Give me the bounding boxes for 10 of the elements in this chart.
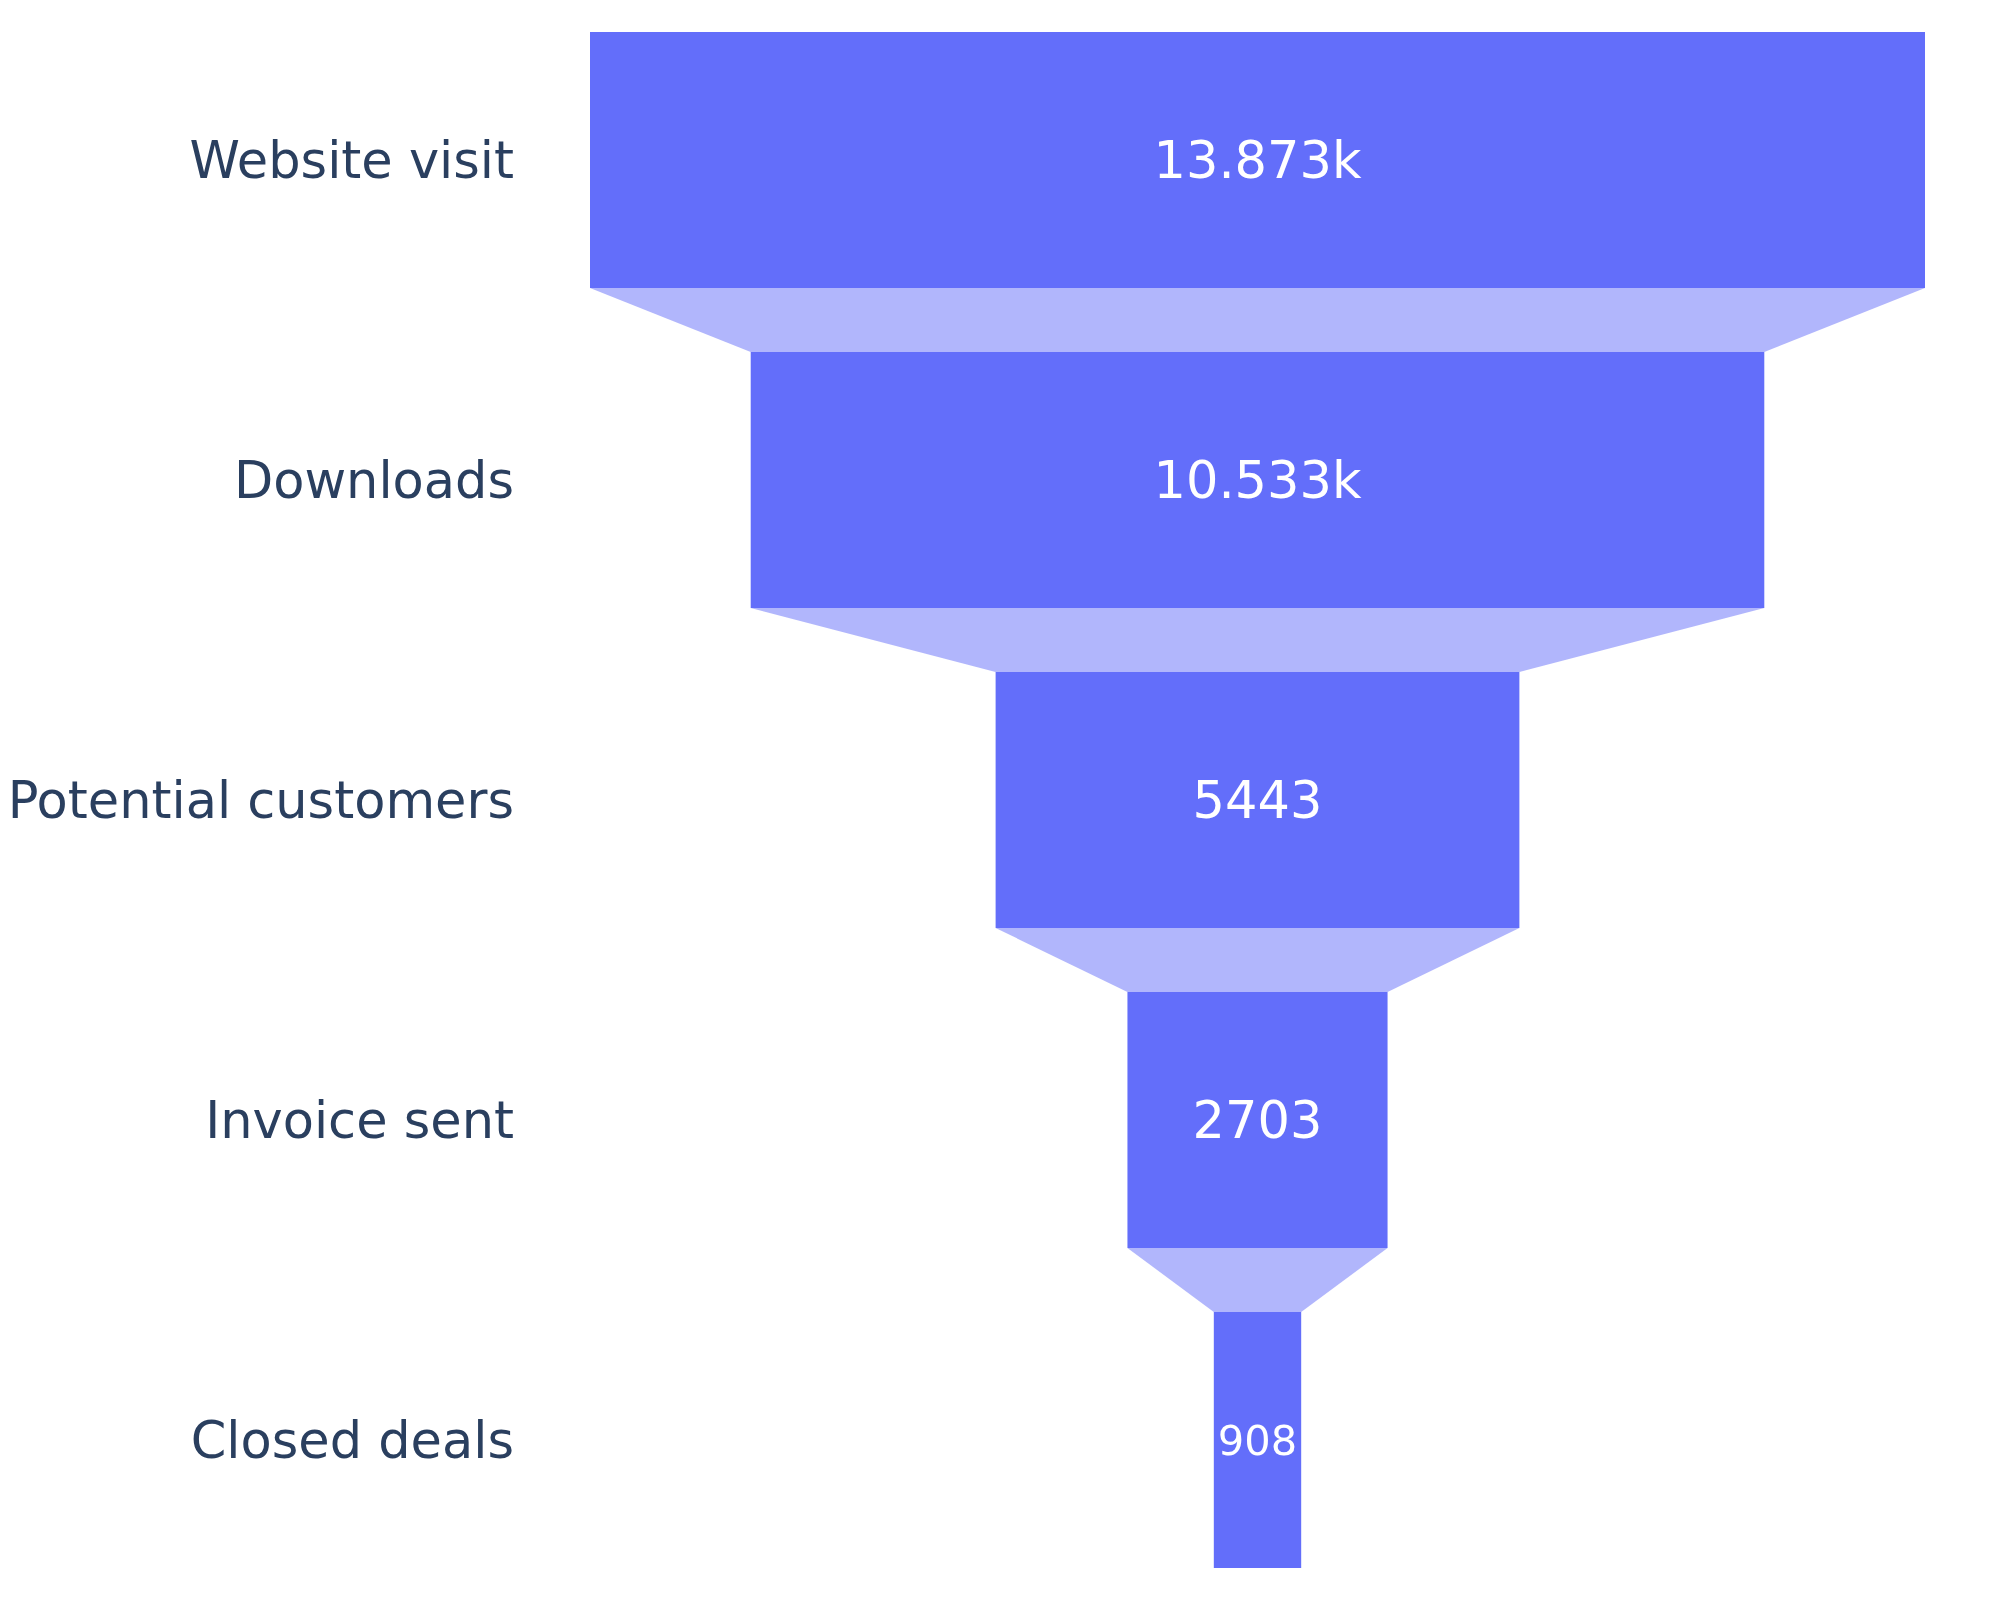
category-label: Closed deals — [190, 1410, 514, 1470]
category-label: Invoice sent — [205, 1090, 514, 1150]
data-label: 908 — [1217, 1415, 1298, 1465]
category-label: Potential customers — [7, 770, 514, 830]
data-label: 2703 — [1192, 1090, 1323, 1150]
data-label: 10.533k — [1153, 450, 1362, 510]
category-label: Downloads — [233, 450, 514, 510]
data-label: 5443 — [1192, 770, 1323, 830]
category-label: Website visit — [189, 130, 514, 190]
data-label: 13.873k — [1153, 130, 1362, 190]
